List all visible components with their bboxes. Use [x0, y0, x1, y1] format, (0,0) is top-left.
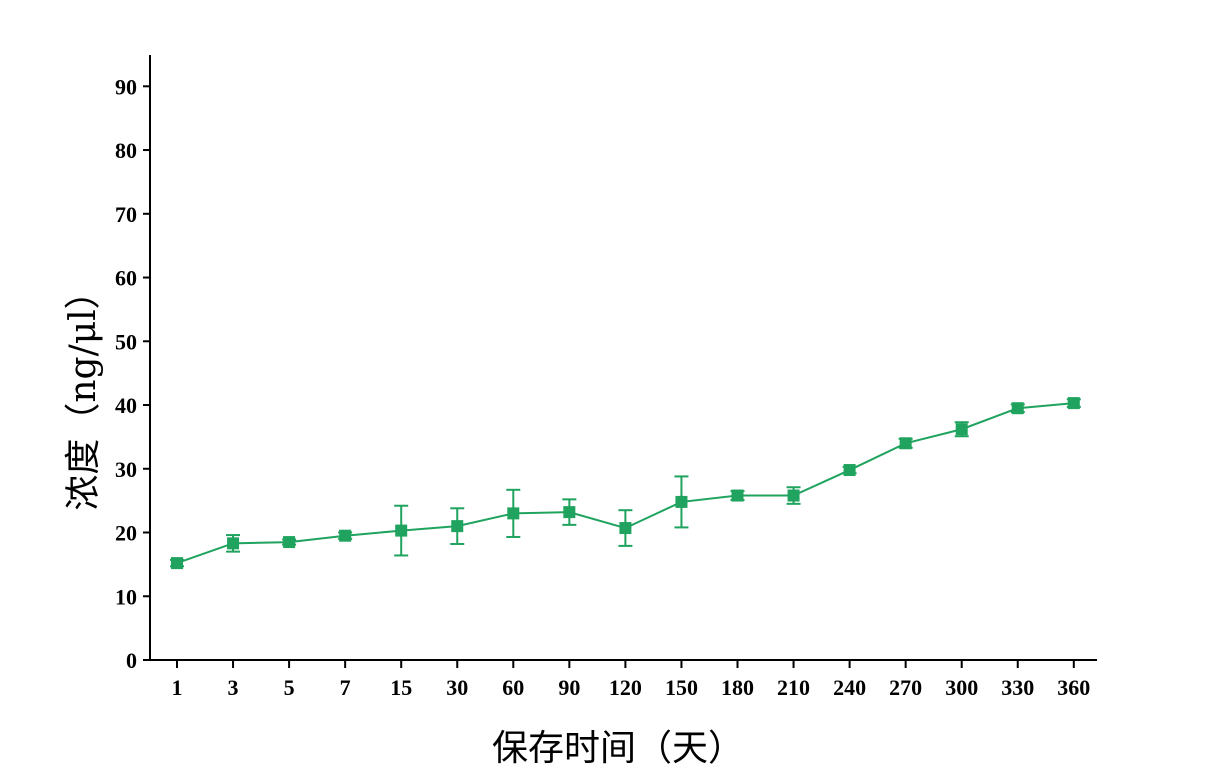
data-point [283, 536, 296, 549]
data-point [227, 537, 240, 550]
data-point [395, 524, 408, 537]
y-tick-label: 50 [115, 329, 137, 354]
y-tick-label: 40 [115, 393, 137, 418]
x-tick-label: 1 [172, 675, 183, 700]
data-point [955, 423, 968, 436]
data-point [451, 520, 464, 533]
data-point [787, 489, 800, 502]
y-tick-label: 90 [115, 74, 137, 99]
x-tick-label: 90 [558, 675, 580, 700]
x-tick-label: 240 [833, 675, 866, 700]
y-tick-label: 80 [115, 138, 137, 163]
x-tick-label: 30 [446, 675, 468, 700]
data-point [563, 506, 576, 519]
y-tick-label: 70 [115, 202, 137, 227]
x-tick-label: 15 [390, 675, 412, 700]
x-tick-label: 7 [340, 675, 351, 700]
x-tick-label: 5 [284, 675, 295, 700]
data-point [619, 522, 632, 535]
x-axis-ticks: 1 3 5 7 15 30 60 90 120 150 180 210 240 270 300 330 360 [172, 660, 1090, 700]
data-point [339, 529, 352, 542]
x-tick-label: 60 [502, 675, 524, 700]
x-tick-label: 360 [1057, 675, 1090, 700]
x-tick-label: 120 [609, 675, 642, 700]
data-point [731, 489, 744, 502]
x-tick-label: 300 [945, 675, 978, 700]
data-point [843, 464, 856, 477]
data-point [1011, 402, 1024, 415]
x-tick-label: 3 [228, 675, 239, 700]
data-point [899, 437, 912, 450]
x-tick-label: 270 [889, 675, 922, 700]
x-tick-label: 330 [1001, 675, 1034, 700]
data-point [675, 495, 688, 508]
y-tick-label: 30 [115, 457, 137, 482]
y-tick-label: 20 [115, 521, 137, 546]
y-tick-label: 60 [115, 266, 137, 291]
data-point [1067, 397, 1080, 410]
y-tick-label: 0 [126, 648, 137, 673]
y-tick-label: 10 [115, 584, 137, 609]
axes [149, 55, 1097, 661]
x-axis-title: 保存时间（天） [492, 728, 744, 769]
y-axis-title: 浓度（ng/μl） [63, 273, 104, 510]
x-tick-label: 150 [665, 675, 698, 700]
y-axis-ticks: 0 10 20 30 40 50 60 70 80 90 [115, 74, 150, 673]
x-tick-label: 180 [721, 675, 754, 700]
plot-area [170, 397, 1081, 570]
data-point [171, 557, 183, 570]
data-point [507, 507, 520, 520]
x-tick-label: 210 [777, 675, 810, 700]
